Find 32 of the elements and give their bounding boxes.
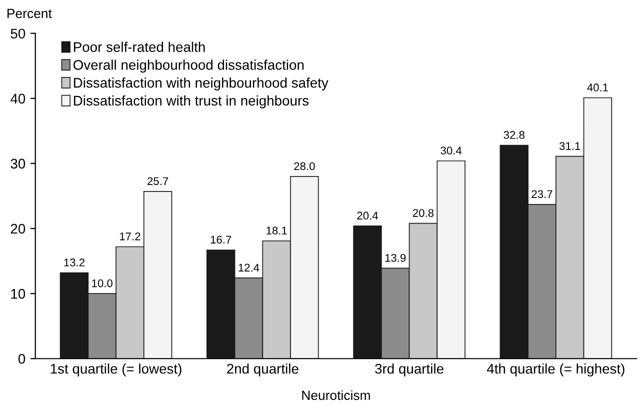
data-label: 16.7	[210, 236, 232, 244]
legend-label: Dissatisfaction with neighbourhood safety	[74, 78, 328, 90]
data-label: 32.8	[504, 131, 524, 139]
data-label: 40.1	[587, 84, 608, 92]
x-tick-label: 4th quartile (= highest)	[486, 363, 624, 376]
data-label: 25.7	[148, 177, 168, 186]
legend-label: Poor self-rated health	[74, 42, 205, 52]
data-label: 28.0	[294, 162, 315, 170]
data-label: 31.1	[559, 142, 580, 150]
y-tick-label: 40	[10, 94, 26, 104]
y-axis-title: Percent	[8, 8, 52, 18]
data-label: 13.2	[64, 258, 84, 266]
y-tick-label: 10	[11, 288, 26, 299]
data-label: 17.2	[120, 232, 140, 240]
data-label: 10.0	[92, 279, 112, 288]
data-label: 20.8	[412, 209, 434, 217]
x-axis-title: Neuroticism	[302, 390, 370, 400]
legend-label: Dissatisfaction with trust in neighbours	[74, 95, 309, 108]
data-label: 12.4	[238, 264, 260, 272]
data-label: 18.1	[266, 226, 287, 235]
x-tick-label: 1st quartile (= lowest)	[50, 363, 182, 376]
y-tick-label: 30	[10, 158, 26, 169]
x-tick-label: 2nd quartile	[227, 363, 298, 376]
data-label: 20.4	[357, 212, 378, 220]
data-label: 30.4	[440, 146, 462, 154]
data-label: 23.7	[532, 190, 552, 198]
y-tick-label: 50	[10, 28, 26, 39]
y-tick-label: 0	[18, 354, 26, 364]
x-tick-label: 3rd quartile	[375, 363, 444, 376]
y-tick-label: 20	[10, 224, 26, 234]
legend-label: Overall neighbourhood dissatisfaction	[74, 60, 304, 73]
data-label: 13.9	[385, 254, 406, 262]
